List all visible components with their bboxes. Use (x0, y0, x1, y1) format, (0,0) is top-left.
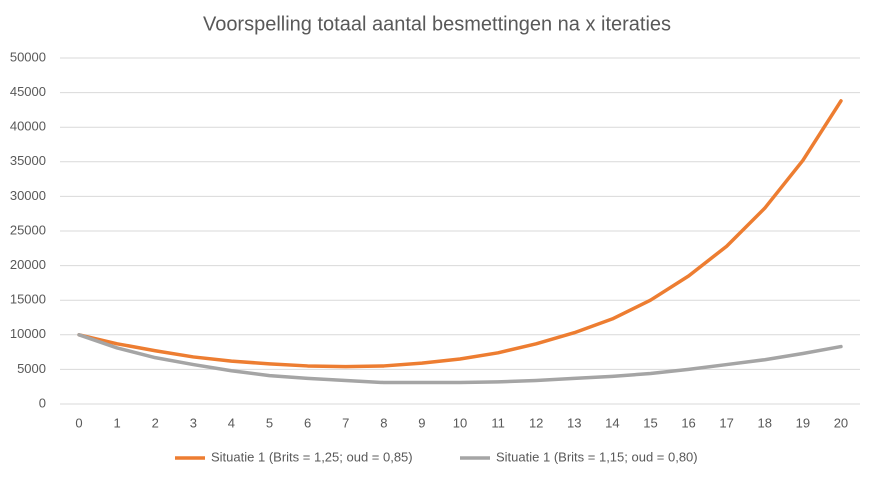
y-tick-label: 30000 (10, 188, 46, 203)
x-tick-label: 20 (834, 415, 848, 430)
x-tick-label: 16 (681, 415, 695, 430)
x-tick-label: 10 (453, 415, 467, 430)
series-line (77, 99, 843, 369)
x-tick-label: 15 (643, 415, 657, 430)
y-tick-label: 15000 (10, 292, 46, 307)
x-tick-label: 5 (266, 415, 273, 430)
x-tick-label: 14 (605, 415, 619, 430)
x-tick-label: 11 (491, 415, 505, 430)
x-tick-label: 1 (114, 415, 121, 430)
x-tick-label: 6 (304, 415, 311, 430)
chart-title: Voorspelling totaal aantal besmettingen … (203, 13, 671, 35)
y-tick-label: 20000 (10, 257, 46, 272)
y-tick-label: 45000 (10, 84, 46, 99)
y-tick-label: 35000 (10, 153, 46, 168)
x-tick-label: 12 (529, 415, 543, 430)
x-tick-label: 13 (567, 415, 581, 430)
x-tick-label: 7 (342, 415, 349, 430)
y-tick-label: 5000 (17, 361, 46, 376)
x-tick-label: 2 (152, 415, 159, 430)
x-tick-label: 17 (719, 415, 733, 430)
y-tick-label: 50000 (10, 49, 46, 64)
legend-label: Situatie 1 (Brits = 1,25; oud = 0,85) (211, 449, 413, 464)
x-tick-label: 4 (228, 415, 235, 430)
x-tick-label: 0 (75, 415, 82, 430)
x-tick-label: 9 (418, 415, 425, 430)
x-tick-label: 19 (796, 415, 810, 430)
x-tick-label: 8 (380, 415, 387, 430)
y-tick-label: 0 (39, 395, 46, 410)
x-tick-label: 18 (758, 415, 772, 430)
y-tick-label: 10000 (10, 326, 46, 341)
y-tick-label: 40000 (10, 119, 46, 134)
series-line (77, 333, 843, 385)
y-tick-label: 25000 (10, 222, 46, 237)
x-tick-label: 3 (190, 415, 197, 430)
legend-label: Situatie 1 (Brits = 1,15; oud = 0,80) (496, 449, 698, 464)
